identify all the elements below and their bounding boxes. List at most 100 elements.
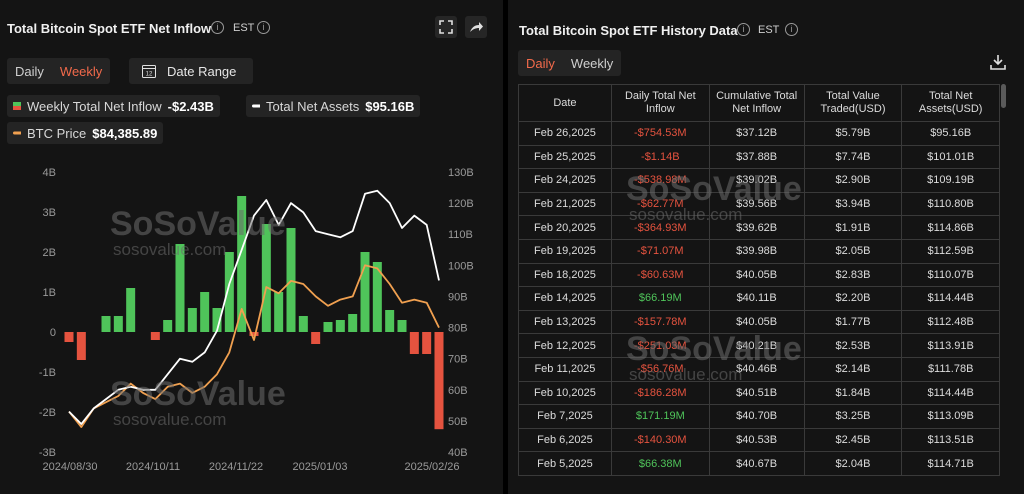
timezone-label: EST [758, 24, 780, 36]
legend-btc-price[interactable]: BTC Price $84,385.89 [7, 122, 164, 144]
cell-daily-inflow: -$538.98M [610, 168, 710, 193]
info-icon[interactable]: i [211, 21, 224, 34]
cell-value-traded: $2.53B [803, 333, 903, 358]
inflow-bar [360, 252, 370, 332]
inflow-bar [224, 252, 234, 332]
cell-net-assets: $112.48B [901, 309, 1000, 335]
tab-weekly[interactable]: Weekly [570, 55, 614, 71]
cell-daily-inflow: -$56.76M [610, 356, 710, 382]
cell-value-traded: $2.14B [803, 356, 903, 382]
cell-net-assets: $109.19B [901, 168, 1000, 193]
cell-value-traded: $3.25B [803, 404, 903, 429]
inflow-chart[interactable]: 4B 3B 2B 1B 0 -1B -2B -3B 130B 120B 110B 100B 90B 80B… [0, 160, 503, 490]
cell-daily-inflow: $66.19M [610, 286, 710, 311]
cell-value-traded: $2.20B [803, 286, 903, 311]
column-header-date[interactable]: Date [518, 84, 612, 122]
info-icon[interactable]: i [737, 23, 750, 36]
table-row[interactable]: Feb 12,2025 -$251.03M $40.21B $2.53B $113.91… [518, 333, 1000, 358]
cell-net-assets: $114.44B [901, 286, 1000, 311]
cell-cumulative-inflow: $40.46B [708, 356, 805, 382]
legend-weekly-inflow[interactable]: Weekly Total Net Inflow -$2.43B [7, 95, 220, 117]
legend-total-net-assets[interactable]: Total Net Assets $95.16B [246, 95, 421, 117]
inflow-bar [323, 322, 333, 332]
left-axis-tick: 4B [43, 167, 56, 179]
cell-value-traded: $3.94B [803, 191, 903, 217]
cell-cumulative-inflow: $40.05B [708, 262, 805, 288]
expand-icon[interactable] [435, 16, 457, 38]
table-row[interactable]: Feb 24,2025 -$538.98M $39.02B $2.90B $109.19… [518, 168, 1000, 193]
right-axis-tick: 60B [448, 385, 468, 397]
inflow-bar [261, 224, 271, 332]
x-axis-tick: 2025/02/26 [404, 461, 459, 473]
right-axis-tick: 120B [448, 198, 474, 210]
cell-date: Feb 10,2025 [518, 380, 612, 406]
timezone-info-icon[interactable]: i [257, 21, 270, 34]
cell-date: Feb 26,2025 [518, 121, 612, 146]
cell-value-traded: $5.79B [803, 121, 903, 146]
legend-assets-value: $95.16B [365, 98, 415, 114]
date-range-button[interactable]: 12 Date Range [129, 58, 253, 84]
table-row[interactable]: Feb 25,2025 -$1.14B $37.88B $7.74B $101.01B [518, 144, 1000, 170]
left-axis-tick: 1B [43, 287, 56, 299]
table-row[interactable]: Feb 10,2025 -$186.28M $40.51B $1.84B $114.44… [518, 380, 1000, 406]
inflow-bar [372, 262, 382, 332]
table-row[interactable]: Feb 20,2025 -$364.93M $39.62B $1.91B $114.86… [518, 215, 1000, 240]
inflow-bar [163, 320, 173, 332]
table-row[interactable]: Feb 26,2025 -$754.53M $37.12B $5.79B $95.16B [518, 121, 1000, 146]
chart-title: Total Bitcoin Spot ETF Net Inflow [7, 21, 212, 36]
legend-inflow-label: Weekly Total Net Inflow [27, 98, 162, 114]
table-row[interactable]: Feb 18,2025 -$60.63M $40.05B $2.83B $110.07B [518, 262, 1000, 288]
column-header-net-assets[interactable]: Total Net Assets(USD) [901, 84, 1000, 122]
x-axis-tick: 2024/10/11 [126, 461, 180, 473]
cell-date: Feb 7,2025 [518, 404, 612, 429]
table-row[interactable]: Feb 5,2025 $66.38M $40.67B $2.04B $114.71B [518, 451, 1000, 476]
inflow-bar [434, 332, 444, 430]
cell-daily-inflow: -$62.77M [610, 191, 710, 217]
download-icon[interactable] [988, 52, 1008, 77]
cell-cumulative-inflow: $39.62B [708, 215, 805, 240]
cell-date: Feb 20,2025 [518, 215, 612, 240]
tab-daily[interactable]: Daily [15, 63, 44, 79]
cell-cumulative-inflow: $40.70B [708, 404, 805, 429]
right-axis-tick: 70B [448, 354, 468, 366]
table-row[interactable]: Feb 13,2025 -$157.78M $40.05B $1.77B $112.48… [518, 309, 1000, 335]
table-row[interactable]: Feb 21,2025 -$62.77M $39.56B $3.94B $110.80B [518, 191, 1000, 217]
share-icon[interactable] [465, 16, 487, 38]
left-axis-tick: -2B [39, 407, 56, 419]
cell-daily-inflow: $171.19M [610, 404, 710, 429]
cell-value-traded: $2.45B [803, 427, 903, 453]
inflow-bar [237, 196, 247, 332]
inflow-bar [76, 332, 86, 360]
legend-assets-label: Total Net Assets [266, 98, 360, 114]
cell-net-assets: $114.44B [901, 380, 1000, 406]
btc-price-line [68, 264, 440, 429]
column-header-cumulative-inflow[interactable]: Cumulative Total Net Inflow [708, 84, 805, 122]
inflow-bar [422, 332, 432, 354]
column-header-daily-inflow[interactable]: Daily Total Net Inflow [610, 84, 710, 122]
right-axis-tick: 90B [448, 291, 468, 303]
total-net-assets-line [68, 189, 440, 425]
chart-panel: Total Bitcoin Spot ETF Net Inflow i EST … [0, 0, 503, 494]
timezone-info-icon[interactable]: i [785, 23, 798, 36]
tab-daily[interactable]: Daily [526, 55, 555, 71]
cell-net-assets: $112.59B [901, 238, 1000, 264]
table-row[interactable]: Feb 19,2025 -$71.07M $39.98B $2.05B $112.59B [518, 238, 1000, 264]
cell-cumulative-inflow: $37.12B [708, 121, 805, 146]
inflow-bar [298, 316, 308, 332]
cell-daily-inflow: -$140.30M [610, 427, 710, 453]
table-scrollbar[interactable] [1001, 84, 1006, 108]
table-row[interactable]: Feb 11,2025 -$56.76M $40.46B $2.14B $111.78B [518, 356, 1000, 382]
cell-date: Feb 5,2025 [518, 451, 612, 476]
tab-weekly[interactable]: Weekly [59, 63, 103, 79]
inflow-bar [150, 332, 160, 340]
table-row[interactable]: Feb 14,2025 $66.19M $40.11B $2.20B $114.44B [518, 286, 1000, 311]
table-row[interactable]: Feb 7,2025 $171.19M $40.70B $3.25B $113.09B [518, 404, 1000, 429]
history-table: Date Daily Total Net Inflow Cumulative T… [518, 84, 1000, 476]
cell-net-assets: $95.16B [901, 121, 1000, 146]
table-row[interactable]: Feb 6,2025 -$140.30M $40.53B $2.45B $113.51B [518, 427, 1000, 453]
table-title: Total Bitcoin Spot ETF History Data [519, 23, 738, 38]
inflow-bar [200, 292, 210, 332]
column-header-value-traded[interactable]: Total Value Traded(USD) [803, 84, 903, 122]
date-range-label: Date Range [167, 63, 237, 79]
cell-date: Feb 18,2025 [518, 262, 612, 288]
